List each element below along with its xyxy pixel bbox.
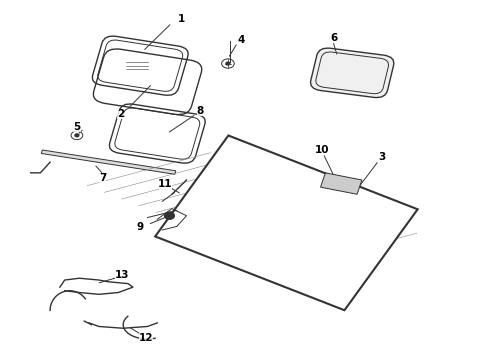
Text: 10: 10 xyxy=(315,145,329,155)
Text: 13: 13 xyxy=(115,270,129,280)
Circle shape xyxy=(226,62,230,65)
Polygon shape xyxy=(41,150,176,174)
Text: 12: 12 xyxy=(139,333,153,343)
Circle shape xyxy=(165,212,174,219)
FancyBboxPatch shape xyxy=(311,48,394,98)
Text: 4: 4 xyxy=(238,35,245,45)
Polygon shape xyxy=(320,173,362,194)
Polygon shape xyxy=(178,152,394,293)
Text: 8: 8 xyxy=(196,106,204,116)
Polygon shape xyxy=(155,135,417,310)
Circle shape xyxy=(75,134,79,137)
Text: 5: 5 xyxy=(74,122,80,132)
Polygon shape xyxy=(162,140,411,305)
Text: 11: 11 xyxy=(157,179,172,189)
Text: 7: 7 xyxy=(99,173,106,183)
Text: 3: 3 xyxy=(379,152,386,162)
Text: 6: 6 xyxy=(330,33,337,43)
Text: 2: 2 xyxy=(117,109,124,119)
Text: 1: 1 xyxy=(178,14,185,24)
Text: 9: 9 xyxy=(137,222,144,232)
